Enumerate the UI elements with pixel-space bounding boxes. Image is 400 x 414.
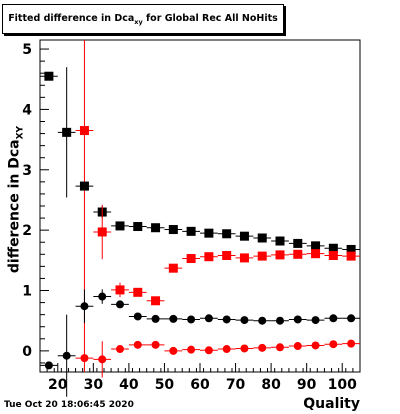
square-marker (186, 226, 196, 236)
chart-title-subscript: xy (134, 18, 143, 26)
x-tick-label: 50 (155, 377, 175, 393)
y-tick-label: 2 (22, 223, 32, 239)
square-marker (222, 250, 232, 260)
circle-marker (80, 302, 89, 311)
circle-marker (169, 314, 178, 323)
circle-marker (240, 344, 249, 353)
chart-title-main: Fitted difference in Dca (8, 13, 135, 24)
y-tick-label: 5 (22, 42, 32, 58)
square-marker (97, 227, 107, 237)
circle-marker (133, 312, 142, 321)
circle-marker (347, 339, 356, 348)
circle-marker (80, 354, 89, 363)
square-marker (151, 223, 161, 233)
square-marker (222, 229, 232, 239)
circle-marker (329, 340, 338, 349)
circle-marker (169, 346, 178, 355)
chart-title-box: Fitted difference in Dcaxy for Global Re… (2, 4, 284, 34)
square-marker (239, 231, 249, 241)
circle-marker (204, 346, 213, 355)
circle-marker (98, 292, 107, 301)
square-marker (133, 287, 143, 297)
square-marker (311, 249, 321, 259)
circle-marker (222, 345, 231, 354)
square-marker (168, 263, 178, 273)
chart-title: Fitted difference in Dcaxy for Global Re… (3, 13, 283, 26)
circle-marker (276, 316, 284, 325)
circle-marker (187, 345, 196, 354)
square-marker (239, 253, 249, 263)
square-marker (204, 252, 214, 262)
square-marker (275, 250, 285, 260)
square-marker (204, 228, 214, 238)
circle-marker (293, 315, 302, 324)
square-marker (168, 225, 178, 235)
square-marker (346, 251, 356, 261)
square-marker (257, 233, 267, 243)
circle-marker (116, 345, 124, 354)
y-tick-label: 4 (22, 102, 32, 118)
x-tick-label: 40 (119, 377, 139, 393)
circle-marker (133, 340, 142, 349)
circle-marker (311, 316, 320, 325)
chart-title-rest: for Global Rec All NoHits (142, 13, 278, 24)
circle-marker (222, 315, 231, 324)
circle-marker (151, 340, 160, 349)
circle-marker (258, 316, 267, 325)
square-marker (346, 244, 356, 254)
circle-marker (62, 351, 71, 360)
square-marker (328, 250, 338, 260)
circle-marker (240, 316, 249, 325)
square-marker (293, 238, 303, 248)
y-tick-label: 1 (22, 284, 32, 300)
square-marker (328, 243, 338, 253)
square-marker (151, 296, 161, 306)
square-marker (44, 71, 54, 81)
square-marker (115, 285, 125, 295)
circle-marker (293, 342, 302, 351)
square-marker (275, 236, 285, 246)
y-tick-label: 0 (22, 344, 32, 360)
y-tick-label: 3 (22, 163, 32, 179)
circle-marker (98, 355, 107, 364)
circle-marker (347, 314, 356, 323)
x-tick-label: 100 (328, 377, 357, 393)
circle-marker (116, 300, 124, 309)
x-tick-label: 80 (261, 377, 281, 393)
square-marker (79, 181, 89, 191)
x-tick-label: 70 (226, 377, 246, 393)
square-marker (257, 251, 267, 261)
square-marker (293, 249, 303, 259)
x-tick-label: 20 (48, 377, 68, 393)
circle-marker (329, 314, 338, 323)
x-tick-label: 90 (297, 377, 317, 393)
circle-marker (187, 315, 196, 324)
square-marker (115, 221, 125, 231)
square-marker (311, 241, 321, 251)
square-marker (62, 127, 72, 137)
square-marker (186, 254, 196, 264)
circle-marker (44, 361, 53, 370)
circle-marker (151, 314, 160, 323)
plot-frame (39, 39, 361, 373)
x-axis-label: Quality (303, 396, 360, 412)
x-tick-label: 60 (190, 377, 210, 393)
square-marker (79, 126, 89, 136)
timestamp: Tue Oct 20 18:06:45 2020 (4, 400, 134, 410)
circle-marker (276, 343, 284, 352)
x-tick-label: 30 (84, 377, 104, 393)
circle-marker (258, 343, 267, 352)
circle-marker (311, 341, 320, 350)
square-marker (133, 222, 143, 232)
circle-marker (204, 314, 213, 323)
